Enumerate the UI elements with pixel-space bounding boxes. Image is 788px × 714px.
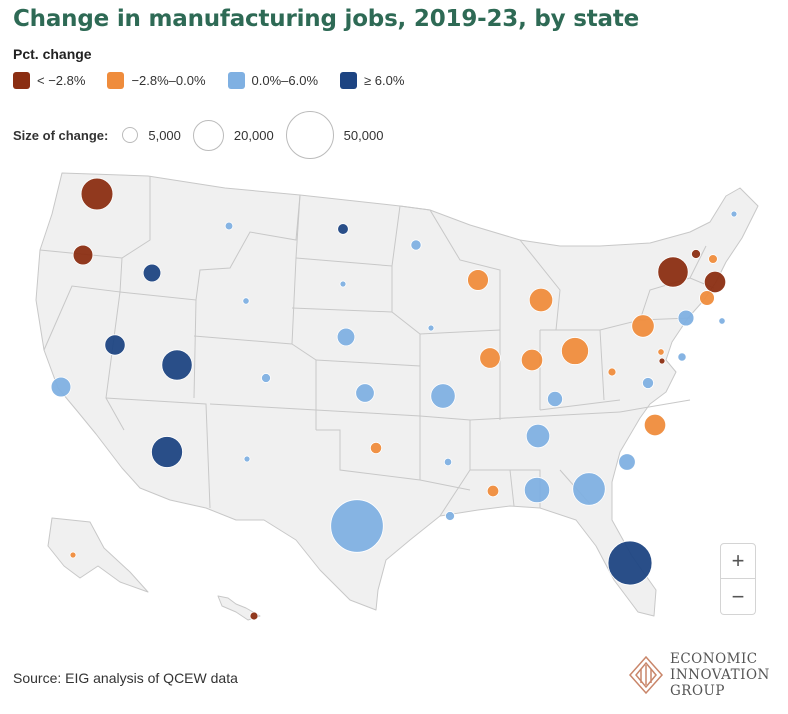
state-bubble-nh[interactable] bbox=[708, 254, 718, 264]
state-bubble-ne[interactable] bbox=[336, 327, 356, 347]
state-bubble-ky[interactable] bbox=[547, 391, 563, 407]
legend-swatch bbox=[13, 72, 30, 89]
legend-item-growth-large: ≥ 6.0% bbox=[340, 72, 404, 89]
state-bubble-oh[interactable] bbox=[561, 337, 589, 365]
state-bubble-mt[interactable] bbox=[224, 221, 234, 231]
logo-line: ECONOMIC bbox=[670, 651, 758, 667]
state-bubble-wy[interactable] bbox=[242, 297, 250, 305]
hawaii-outline bbox=[217, 595, 261, 621]
legend-label: < −2.8% bbox=[37, 73, 86, 88]
zoom-out-button[interactable]: − bbox=[720, 579, 756, 615]
state-bubble-ga[interactable] bbox=[572, 472, 606, 506]
legend-swatch bbox=[340, 72, 358, 89]
state-bubble-fl[interactable] bbox=[607, 540, 653, 586]
state-bubble-la[interactable] bbox=[445, 511, 455, 521]
alaska-outline bbox=[47, 517, 149, 593]
state-bubble-ia[interactable] bbox=[427, 324, 435, 332]
state-bubble-mo[interactable] bbox=[430, 383, 456, 409]
state-bubble-me[interactable] bbox=[730, 210, 738, 218]
legend-label: −2.8%–0.0% bbox=[131, 73, 206, 88]
color-legend: < −2.8% −2.8%–0.0% 0.0%–6.0% ≥ 6.0% bbox=[13, 72, 426, 89]
us-state-map[interactable] bbox=[0, 150, 788, 650]
state-bubble-dc[interactable] bbox=[658, 357, 666, 365]
eig-logo-mark bbox=[628, 655, 664, 695]
legend-item-decline-small: −2.8%–0.0% bbox=[107, 72, 206, 89]
state-bubble-va[interactable] bbox=[642, 377, 654, 389]
eig-logo-text: ECONOMIC INNOVATION GROUP bbox=[670, 651, 770, 699]
state-bubble-ny[interactable] bbox=[657, 256, 689, 288]
state-bubble-tn[interactable] bbox=[525, 423, 551, 449]
state-bubble-mn[interactable] bbox=[410, 239, 422, 251]
size-legend-value: 20,000 bbox=[233, 127, 274, 143]
state-bubble-ca[interactable] bbox=[50, 376, 72, 398]
state-bubble-sd[interactable] bbox=[339, 280, 347, 288]
state-bubble-al[interactable] bbox=[523, 476, 551, 504]
state-bubble-id[interactable] bbox=[142, 263, 162, 283]
state-bubble-in[interactable] bbox=[520, 348, 544, 372]
size-legend-item-large: 50,000 bbox=[285, 111, 384, 159]
state-bubble-wa[interactable] bbox=[80, 177, 114, 211]
logo-line: GROUP bbox=[670, 683, 725, 699]
size-legend-label: Size of change: bbox=[13, 127, 109, 143]
source-note: Source: EIG analysis of QCEW data bbox=[13, 670, 238, 686]
legend-label: 0.0%–6.0% bbox=[251, 73, 319, 88]
legend-item-growth-small: 0.0%–6.0% bbox=[227, 72, 319, 89]
state-bubble-nv[interactable] bbox=[104, 334, 126, 356]
state-bubble-wi[interactable] bbox=[467, 269, 489, 291]
size-legend-item-medium: 20,000 bbox=[192, 119, 274, 151]
state-bubble-nd[interactable] bbox=[337, 223, 349, 235]
legend-label: ≥ 6.0% bbox=[364, 73, 405, 88]
legend-swatch bbox=[107, 72, 125, 89]
state-bubble-sc[interactable] bbox=[618, 453, 636, 471]
state-bubbles bbox=[50, 177, 738, 621]
state-bubble-tx[interactable] bbox=[330, 499, 384, 553]
size-legend-circle bbox=[285, 111, 334, 159]
state-bubble-ar[interactable] bbox=[443, 457, 453, 467]
size-legend-circle bbox=[192, 119, 224, 151]
legend-swatch bbox=[227, 72, 245, 89]
legend-item-decline-large: < −2.8% bbox=[13, 72, 85, 89]
state-bubble-il[interactable] bbox=[479, 347, 501, 369]
state-bubble-ok[interactable] bbox=[369, 441, 383, 455]
zoom-in-button[interactable]: + bbox=[720, 543, 756, 579]
state-bubble-or[interactable] bbox=[72, 244, 94, 266]
state-bubble-nj[interactable] bbox=[677, 309, 695, 327]
chart-title: Change in manufacturing jobs, 2019-23, b… bbox=[13, 6, 640, 32]
state-bubble-ma[interactable] bbox=[703, 270, 727, 294]
legend-heading: Pct. change bbox=[13, 46, 92, 62]
eig-logo: ECONOMIC INNOVATION GROUP bbox=[628, 651, 770, 699]
state-bubble-vt[interactable] bbox=[691, 249, 701, 259]
state-bubble-mi[interactable] bbox=[528, 287, 554, 313]
state-bubble-co[interactable] bbox=[261, 373, 271, 383]
state-bubble-nm[interactable] bbox=[243, 455, 251, 463]
state-bubble-ri[interactable] bbox=[718, 317, 726, 325]
state-bubble-ak[interactable] bbox=[69, 551, 77, 559]
state-bubble-nc[interactable] bbox=[643, 413, 667, 437]
logo-line: INNOVATION bbox=[670, 667, 770, 683]
size-legend-value: 5,000 bbox=[148, 127, 181, 143]
state-bubble-md[interactable] bbox=[657, 348, 665, 356]
state-bubble-ct[interactable] bbox=[699, 290, 715, 306]
state-bubble-wv[interactable] bbox=[607, 367, 617, 377]
size-legend-item-small: 5,000 bbox=[122, 127, 181, 143]
size-legend-circle bbox=[122, 127, 139, 143]
size-legend-value: 50,000 bbox=[343, 127, 384, 143]
state-bubble-ms[interactable] bbox=[486, 484, 500, 498]
state-bubble-ks[interactable] bbox=[355, 383, 375, 403]
state-bubble-de[interactable] bbox=[677, 352, 687, 362]
map-land bbox=[35, 172, 759, 621]
state-bubble-ut[interactable] bbox=[161, 349, 193, 381]
size-legend: Size of change: 5,000 20,000 50,000 bbox=[13, 111, 395, 159]
lower48-outline bbox=[35, 172, 759, 617]
state-bubble-pa[interactable] bbox=[631, 314, 655, 338]
state-bubble-az[interactable] bbox=[151, 436, 183, 468]
state-bubble-hi[interactable] bbox=[249, 611, 259, 621]
state-borders bbox=[39, 176, 715, 517]
